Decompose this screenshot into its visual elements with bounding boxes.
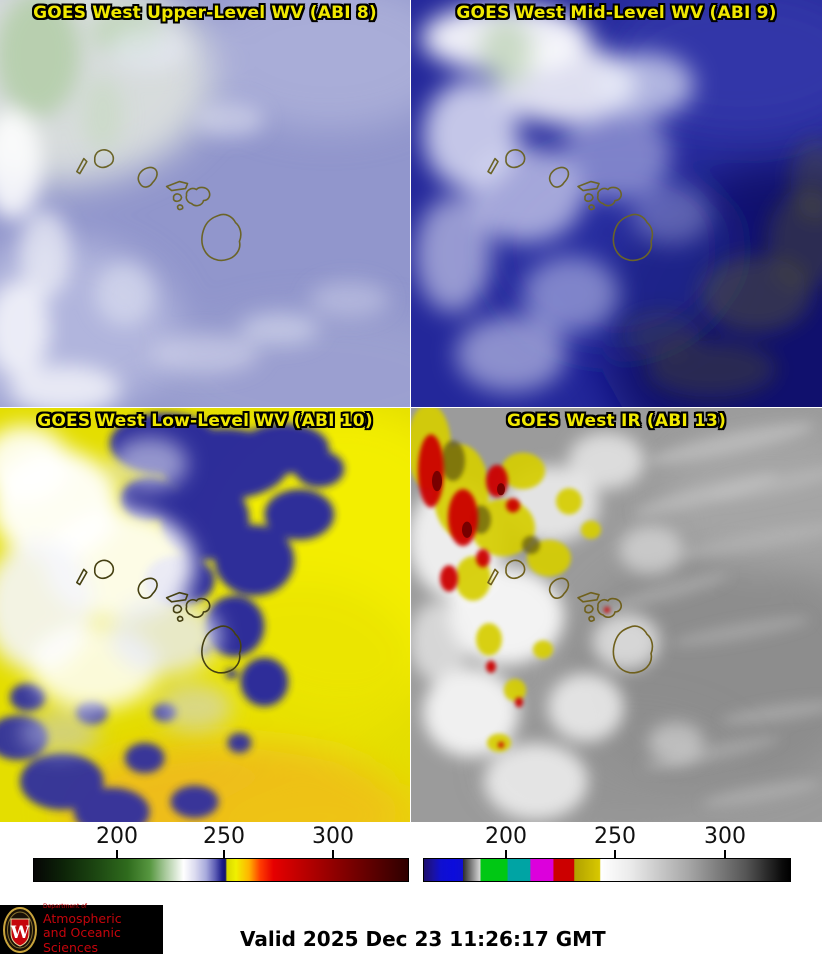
ir-scale-tick-label: 200 <box>485 824 527 849</box>
uw-aos-logo: W Department of Atmospheric and Oceanic … <box>0 902 163 954</box>
panel-title-abi13: GOES West IR (ABI 13) <box>506 411 727 431</box>
wv-scale-tick <box>223 850 225 858</box>
logo-line2: and Oceanic Sciences <box>43 925 121 954</box>
wv-colorbar <box>33 858 409 882</box>
ir-colorbar <box>423 858 791 882</box>
ir-scale-tick-label: 300 <box>704 824 746 849</box>
valid-timestamp: Valid 2025 Dec 23 11:26:17 GMT <box>240 927 606 951</box>
uw-monogram: W <box>9 923 30 943</box>
panel-title-abi9: GOES West Mid-Level WV (ABI 9) <box>456 3 777 23</box>
mid-level-wv-image <box>411 0 822 407</box>
panel-title-abi8: GOES West Upper-Level WV (ABI 8) <box>33 3 377 23</box>
ir-scale-tick <box>614 850 616 858</box>
ir-scale-tick <box>505 850 507 858</box>
wv-scale-tick <box>116 850 118 858</box>
ir-scale-tick-label: 250 <box>594 824 636 849</box>
wv-scale-tick-label: 300 <box>312 824 354 849</box>
low-level-wv-image <box>0 408 410 822</box>
panel-ir: GOES West IR (ABI 13) <box>411 408 822 822</box>
panel-mid-level-wv: GOES West Mid-Level WV (ABI 9) <box>411 0 822 407</box>
ir-scale-tick <box>724 850 726 858</box>
panel-title-abi10: GOES West Low-Level WV (ABI 10) <box>37 411 373 431</box>
logo-line1: Atmospheric <box>43 910 122 926</box>
upper-level-wv-image <box>0 0 410 407</box>
logo-dept-label: Department of <box>43 902 87 910</box>
wv-scale-tick-label: 200 <box>96 824 138 849</box>
wv-scale-tick <box>332 850 334 858</box>
wv-scale-tick-label: 250 <box>203 824 245 849</box>
uw-crest-icon: W <box>3 906 37 953</box>
panel-low-level-wv: GOES West Low-Level WV (ABI 10) <box>0 408 410 822</box>
logo-text: Department of Atmospheric and Oceanic Sc… <box>43 902 163 954</box>
colorbar-strip: 200 250 300 200 250 300 <box>0 822 822 895</box>
ir-image <box>411 408 822 822</box>
footer: W Department of Atmospheric and Oceanic … <box>0 895 822 954</box>
panel-upper-level-wv: GOES West Upper-Level WV (ABI 8) <box>0 0 410 407</box>
